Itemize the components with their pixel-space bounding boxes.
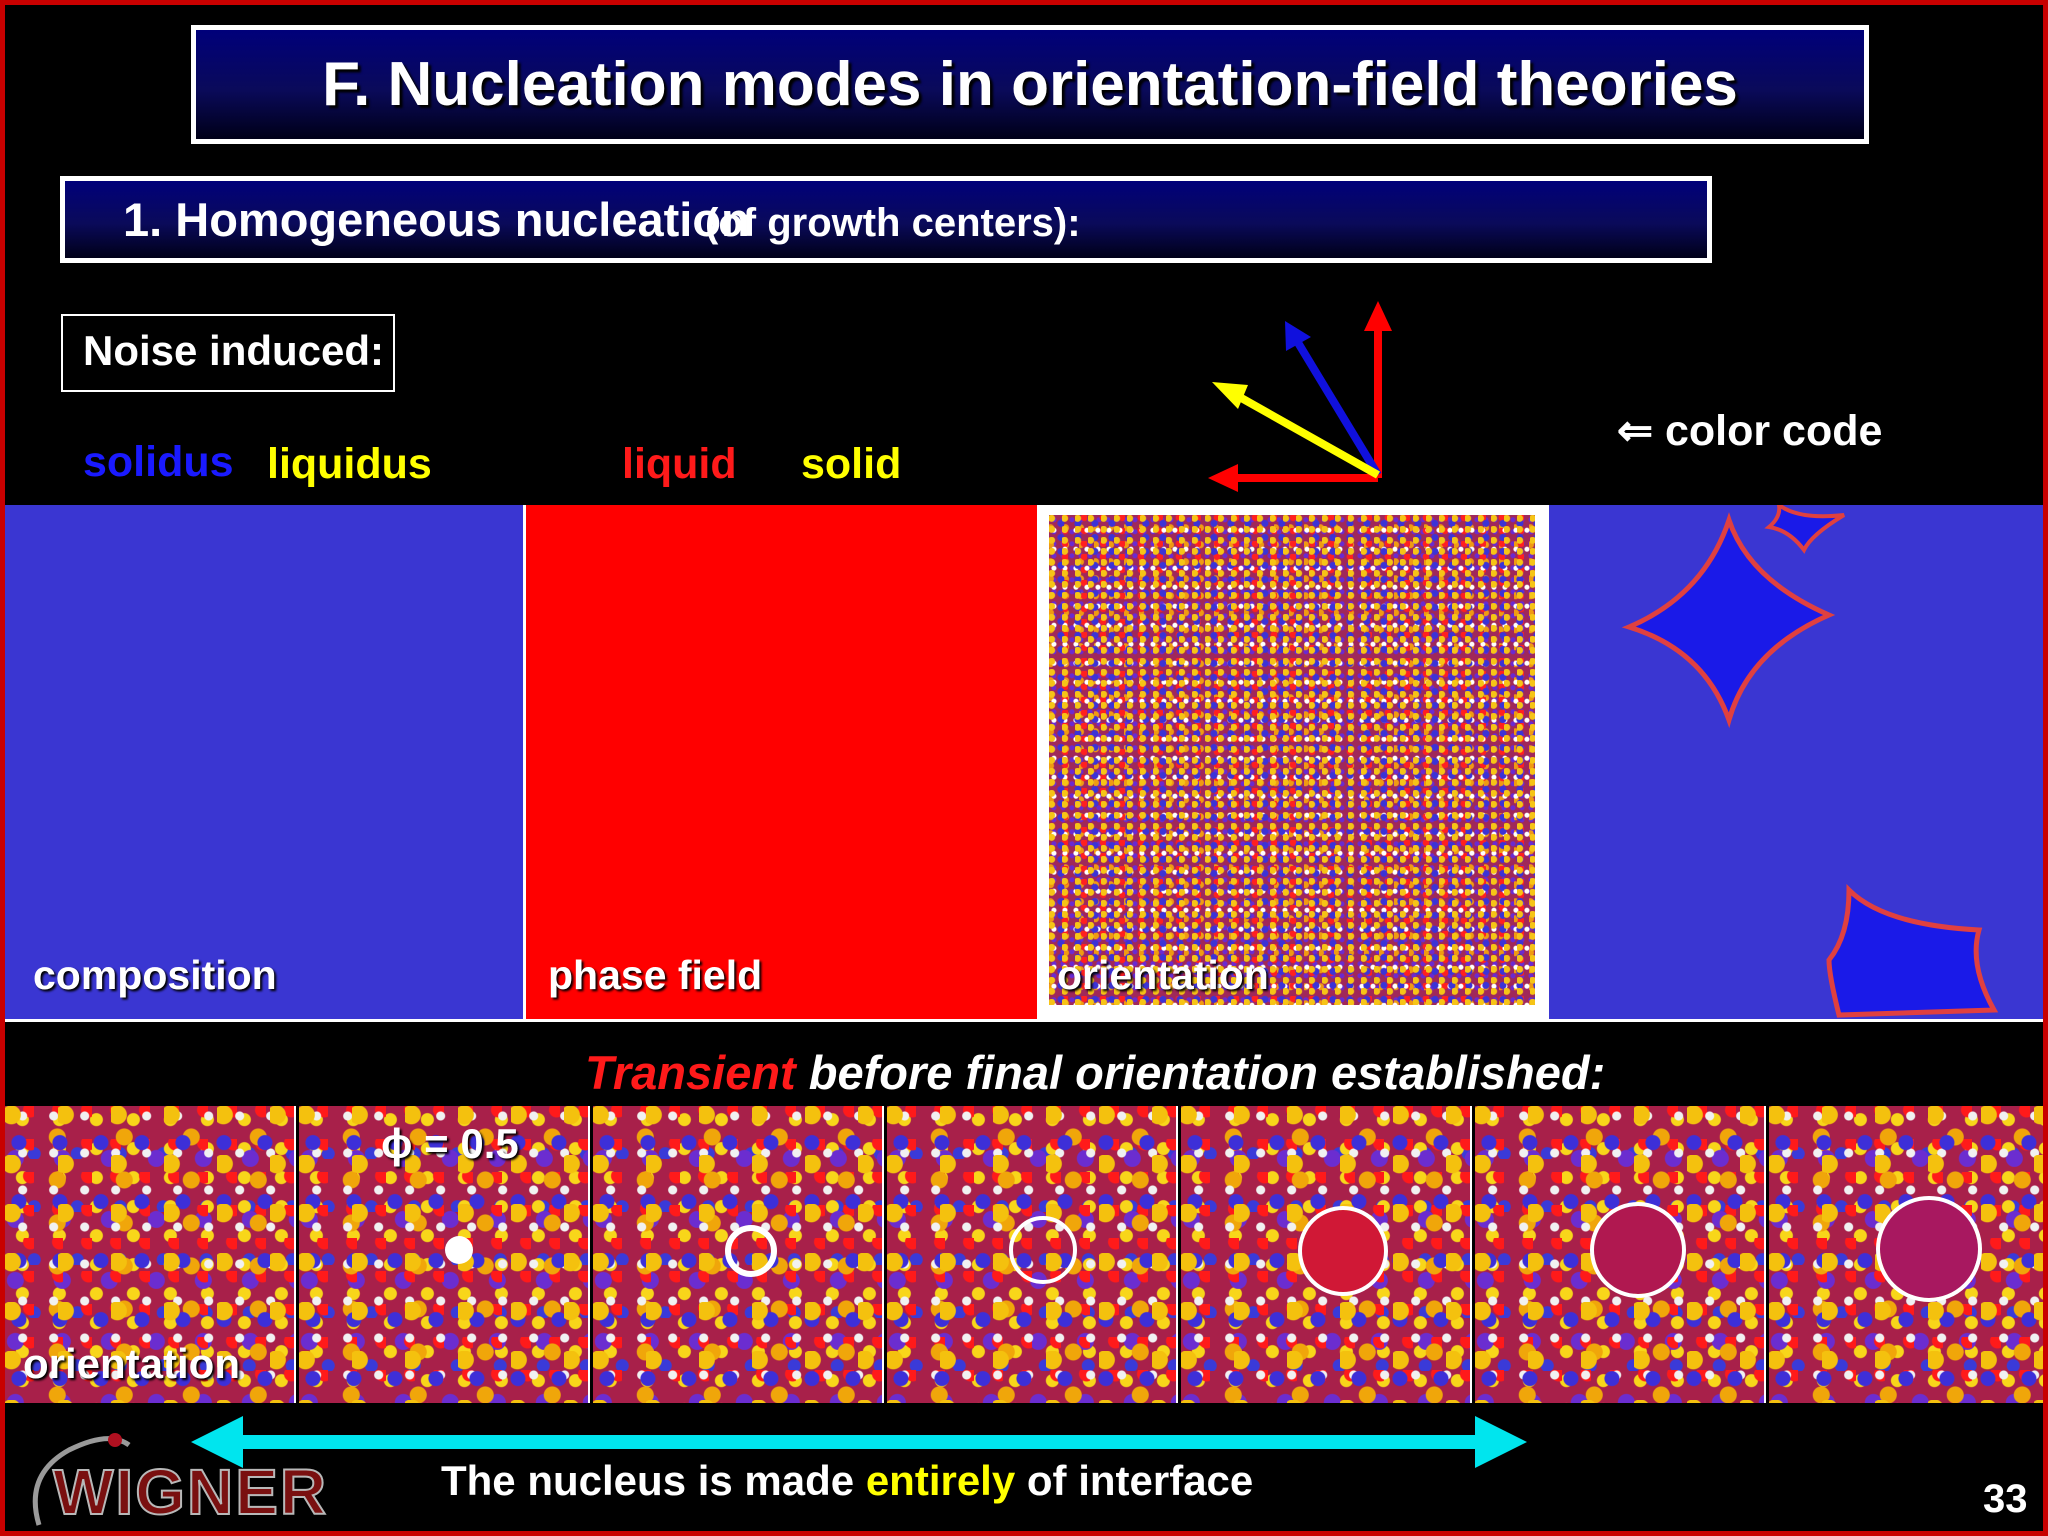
strip-frame-5 bbox=[1181, 1106, 1472, 1403]
title-banner: F. Nucleation modes in orientation-field… bbox=[191, 25, 1869, 144]
nucleus-ring-small bbox=[725, 1225, 777, 1277]
orientation-noise-field bbox=[1049, 515, 1535, 1005]
strip-frame-2: ϕ = 0.5 bbox=[299, 1106, 590, 1403]
legend-solidus: solidus bbox=[83, 438, 234, 486]
composition-panel: composition bbox=[5, 505, 523, 1019]
strip-orientation-label: orientation bbox=[23, 1340, 240, 1387]
transient-rest: before final orientation established: bbox=[795, 1046, 1606, 1099]
strip-frame-3 bbox=[593, 1106, 884, 1403]
nucleus-seed bbox=[445, 1236, 473, 1264]
phase-field-panel: phase field bbox=[523, 505, 1037, 1019]
orientation-panel: orientation bbox=[1037, 505, 1549, 1019]
legend-solid: solid bbox=[801, 440, 902, 488]
composition-label: composition bbox=[33, 952, 277, 998]
phase-field-label: phase field bbox=[548, 952, 763, 998]
wigner-logo: WIGNER bbox=[19, 1415, 327, 1531]
wigner-logo-text: WIGNER bbox=[52, 1456, 329, 1528]
subtitle-paren: (of growth centers): bbox=[705, 201, 1081, 245]
legend-liquidus: liquidus bbox=[267, 440, 432, 488]
strip-frame-7 bbox=[1769, 1106, 2043, 1403]
page-number: 33 bbox=[1983, 1477, 2028, 1521]
nucleus-pre: The nucleus is made bbox=[441, 1457, 866, 1504]
nucleus-ring-largest bbox=[1876, 1196, 1982, 1302]
nucleus-ring-larger bbox=[1590, 1202, 1686, 1298]
double-headed-arrow-icon bbox=[191, 1416, 1527, 1468]
noise-induced-box: Noise induced: bbox=[61, 314, 395, 392]
panel-divider bbox=[5, 1019, 2043, 1022]
subtitle-main: 1. Homogeneous nucleation bbox=[123, 193, 750, 246]
nucleus-highlight: entirely bbox=[865, 1457, 1016, 1504]
slide-title: F. Nucleation modes in orientation-field… bbox=[322, 50, 1738, 119]
transient-highlight: Transient bbox=[585, 1046, 796, 1099]
wigner-logo-swoosh-icon bbox=[32, 1433, 131, 1526]
phi-label: ϕ = 0.5 bbox=[381, 1120, 519, 1167]
transient-caption: Transient before final orientation estab… bbox=[585, 1047, 1605, 1099]
legend-liquid: liquid bbox=[622, 440, 737, 488]
noise-induced-label: Noise induced: bbox=[83, 327, 385, 374]
crystal-growth-panel bbox=[1549, 505, 2043, 1019]
nucleus-post: of interface bbox=[1015, 1457, 1254, 1504]
nucleus-ring-large bbox=[1298, 1206, 1388, 1296]
orientation-panel-label: orientation bbox=[1057, 952, 1269, 998]
strip-frame-6 bbox=[1475, 1106, 1766, 1403]
strip-frame-4 bbox=[887, 1106, 1178, 1403]
color-code-label: ⇐ color code bbox=[1617, 407, 1883, 455]
nucleus-caption: The nucleus is made entirely of interfac… bbox=[441, 1457, 1253, 1505]
nucleus-ring-medium bbox=[1009, 1216, 1077, 1284]
strip-frame-1: orientation bbox=[5, 1106, 296, 1403]
crystal-shapes bbox=[1621, 505, 1999, 1018]
subtitle-banner: 1. Homogeneous nucleation (of growth cen… bbox=[60, 176, 1712, 263]
orientation-color-code-arrows-icon bbox=[1208, 301, 1392, 492]
